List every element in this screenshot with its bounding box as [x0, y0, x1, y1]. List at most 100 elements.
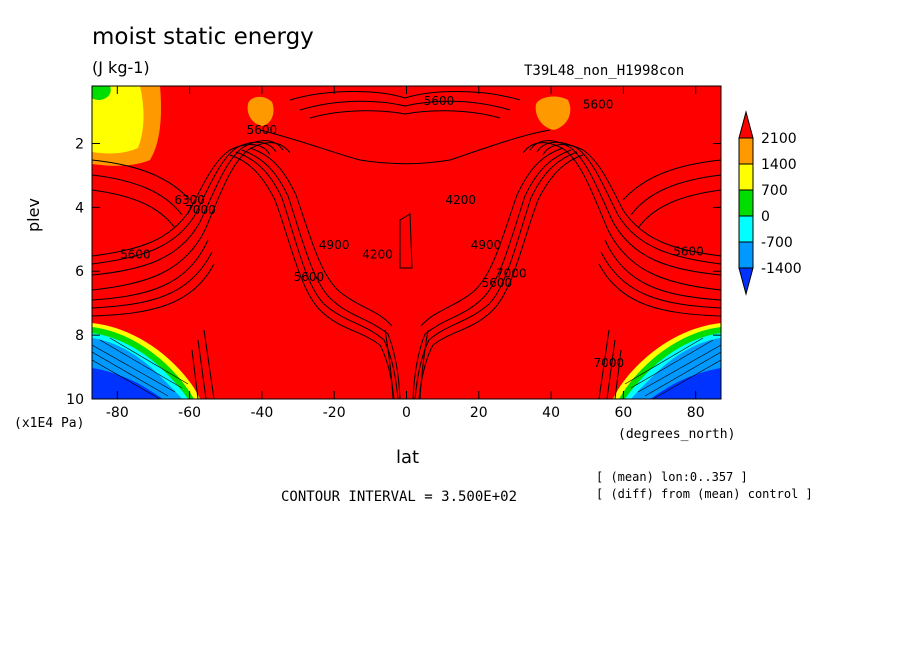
colorbar-label: 700 [761, 183, 788, 199]
colorbar-arrow-bottom [738, 267, 754, 296]
contour-label: 7000 [496, 267, 527, 281]
contour-labels: 5600630070005600490042005600560042004900… [120, 94, 704, 370]
x-axis-label: lat [396, 447, 420, 468]
contour-line [536, 141, 721, 265]
contour-line [637, 189, 721, 229]
region-upper-left-green [92, 86, 111, 100]
chart-title: moist static energy [92, 24, 314, 50]
contour-label: 5600 [583, 97, 614, 111]
contour-line [92, 337, 189, 399]
colorbar-arrow-top [738, 110, 754, 139]
contour-line [598, 263, 721, 317]
contour-line [630, 174, 721, 216]
contour-line [92, 159, 191, 201]
contour-line [249, 147, 393, 327]
contour-line [92, 174, 183, 216]
contour-label: 6300 [174, 193, 205, 207]
colorbar-segment [738, 189, 754, 217]
contour-line [259, 129, 551, 165]
x-tick-label: -40 [250, 405, 273, 421]
contour-label: 5600 [673, 244, 704, 258]
contour-line [598, 329, 622, 399]
note-mean-lon: [ (mean) lon:0..357 ] [596, 470, 748, 484]
contour-line [542, 144, 721, 257]
colorbar: 2100 1400 700 0 -700 -1400 [738, 110, 802, 296]
contour-line [92, 239, 209, 301]
contour-label: 4200 [445, 193, 476, 207]
contour-line [92, 263, 215, 317]
contour-line [412, 149, 572, 399]
contour-line [604, 239, 721, 301]
contour-line [420, 147, 564, 327]
region-southern-blue [92, 368, 163, 399]
contour-label: 4900 [319, 238, 350, 252]
y-tick-label: 8 [75, 328, 84, 344]
colorbar-label: -1400 [761, 261, 802, 277]
x-axis-unit: (degrees_north) [618, 427, 736, 442]
contour-line [92, 144, 271, 257]
contour-line [529, 140, 721, 276]
colorbar-label: -700 [761, 235, 793, 251]
contour-label: 5600 [482, 276, 513, 290]
contour-line [399, 213, 413, 269]
x-tick-label: 60 [614, 405, 632, 421]
contour-label: 5600 [120, 247, 151, 261]
contour-interval-text: CONTOUR INTERVAL = 3.500E+02 [281, 489, 518, 505]
contour-lines [92, 91, 721, 399]
contour-line [92, 141, 277, 265]
colorbar-label: 2100 [761, 131, 797, 147]
colorbar-segment [738, 137, 754, 165]
x-tick-label: 80 [687, 405, 705, 421]
colorbar-segment [738, 241, 754, 269]
contour-line [92, 189, 176, 229]
contour-line [191, 329, 215, 399]
x-axis-ticks: -80 -60 -40 -20 0 20 40 60 80 [106, 86, 705, 421]
contour-label: 4900 [471, 238, 502, 252]
contour-line [522, 142, 721, 291]
note-diff-control: [ (diff) from (mean) control ] [596, 487, 813, 501]
contour-line [622, 159, 721, 201]
x-tick-label: -80 [106, 405, 129, 421]
contour-line [229, 154, 395, 399]
field-background [92, 86, 721, 399]
contour-label: 4200 [362, 247, 393, 261]
contour-line [384, 329, 429, 399]
y-tick-label: 10 [66, 392, 84, 408]
contour-line [600, 251, 721, 309]
region-northern-blue [650, 368, 721, 399]
contour-label: 5600 [294, 270, 325, 284]
colorbar-label: 1400 [761, 157, 797, 173]
y-axis-ticks: 2 4 6 8 10 [66, 136, 721, 408]
y-tick-label: 2 [75, 136, 84, 152]
contour-label: 5600 [424, 94, 455, 108]
plot-area: 5600630070005600490042005600560042004900… [92, 86, 721, 399]
x-tick-label: 40 [542, 405, 560, 421]
region-orange-40s [247, 96, 274, 126]
chart-units: (J kg-1) [92, 58, 150, 77]
contour-line [92, 142, 291, 291]
contour-dense-lines [92, 337, 721, 399]
contour-label: 5600 [247, 123, 278, 137]
colorbar-label: 0 [761, 209, 770, 225]
contour-line [241, 149, 401, 399]
contour-line [418, 154, 584, 399]
contour-line [92, 140, 284, 276]
x-tick-label: -20 [323, 405, 346, 421]
region-upper-left-yellow [92, 86, 144, 154]
y-axis-unit: (x1E4 Pa) [14, 416, 85, 431]
y-tick-label: 4 [75, 200, 84, 216]
contour-label: 7000 [185, 203, 216, 217]
contour-label: 7000 [594, 356, 625, 370]
colorbar-segment [738, 163, 754, 191]
x-tick-label: 0 [402, 405, 411, 421]
x-tick-label: 20 [470, 405, 488, 421]
contour-line [299, 100, 511, 111]
y-tick-label: 6 [75, 264, 84, 280]
contour-line [624, 337, 721, 399]
contour-line [92, 251, 213, 309]
colorbar-segment [738, 215, 754, 243]
region-orange-40n [535, 96, 571, 130]
x-tick-label: -60 [178, 405, 201, 421]
contour-line [309, 110, 501, 119]
